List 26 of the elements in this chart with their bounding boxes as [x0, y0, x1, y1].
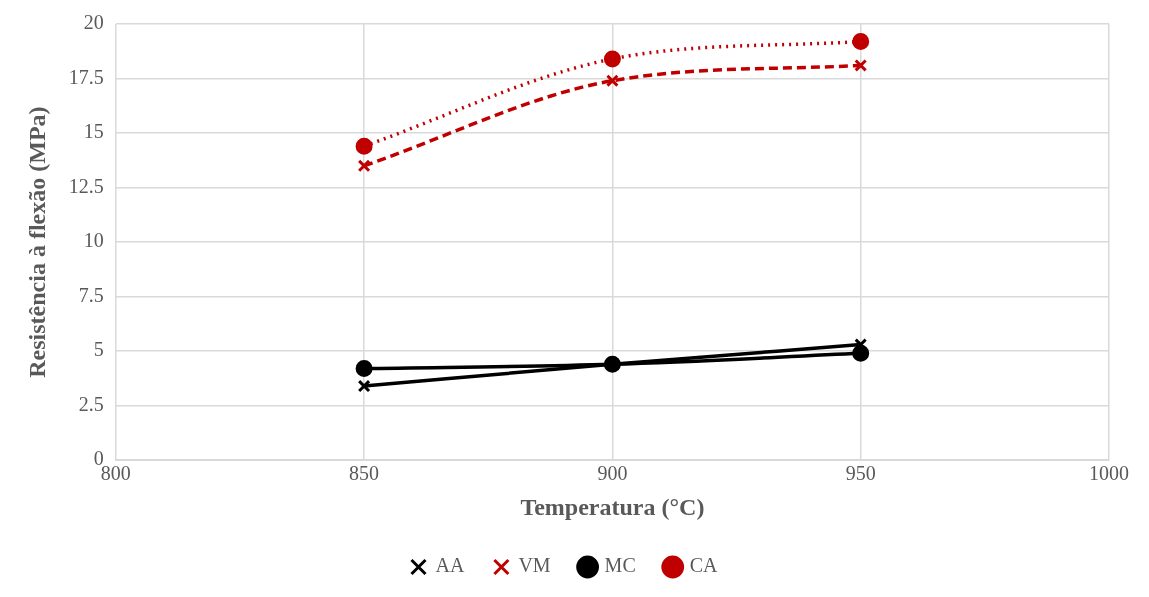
- x-tick-label: 900: [597, 462, 628, 485]
- y-tick-label: 20: [83, 11, 104, 34]
- legend-label: CA: [689, 554, 719, 577]
- y-tick-label: 15: [83, 120, 104, 143]
- point: [357, 379, 371, 393]
- y-tick-label: 7.5: [78, 283, 104, 306]
- x-tick-label: 950: [845, 462, 876, 485]
- point: [355, 137, 373, 155]
- y-tick-label: 5: [93, 338, 104, 361]
- point: [852, 32, 870, 50]
- legend-label: AA: [435, 554, 465, 577]
- point: [357, 159, 371, 173]
- point: [355, 360, 373, 378]
- x-tick-label: 1000: [1089, 462, 1129, 485]
- y-axis-title: Resistência à flexão (MPa): [23, 106, 50, 378]
- point: [854, 58, 868, 72]
- point: [605, 74, 619, 88]
- point: [603, 50, 621, 68]
- legend-label: VM: [518, 554, 551, 577]
- y-tick-label: 12.5: [68, 174, 104, 197]
- legend-label: MC: [604, 554, 636, 577]
- y-tick-label: 17.5: [68, 65, 104, 88]
- y-tick-label: 10: [83, 229, 104, 252]
- x-axis-title: Temperatura (°C): [520, 493, 705, 520]
- y-tick-label: 2.5: [78, 392, 104, 415]
- x-tick-label: 850: [349, 462, 380, 485]
